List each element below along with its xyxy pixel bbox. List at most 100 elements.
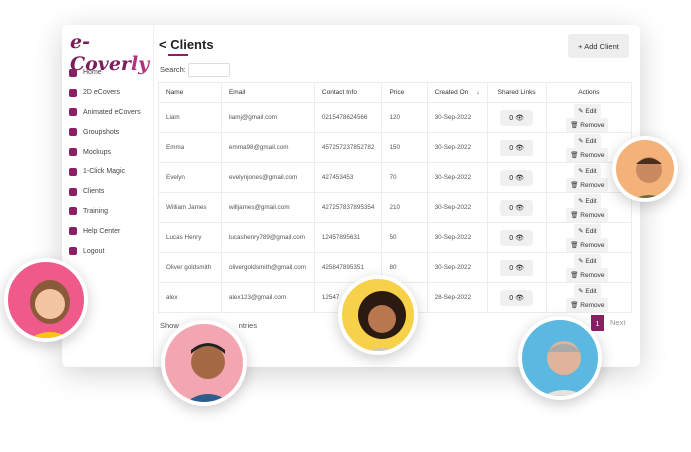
table-row: Emma emma98@gmail.com 457257237852782 150 30…: [158, 132, 633, 163]
remove-button[interactable]: 🗑 Remove: [566, 207, 609, 222]
edit-button[interactable]: ✎ Edit: [574, 193, 601, 208]
table-row: Lucas Henry lucashenry789@gmail.com 124578…: [158, 222, 633, 253]
cell: William James: [158, 192, 222, 223]
cell: 0215478624566: [313, 102, 383, 133]
shared-links-button[interactable]: 0 👁: [500, 289, 533, 306]
eye-icon: 👁: [515, 114, 524, 122]
logo: e-Coverly: [70, 31, 150, 75]
eye-icon: 👁: [515, 204, 524, 212]
remove-button[interactable]: 🗑 Remove: [566, 177, 609, 192]
nav-icon: [69, 88, 77, 97]
eye-icon: 👁: [515, 294, 524, 302]
cell: Liam: [158, 102, 222, 133]
search: Search:: [160, 63, 230, 77]
shared-links-button[interactable]: 0 👁: [500, 199, 533, 216]
column-header: Actions: [545, 82, 633, 103]
cell: evelynjones@gmail.com: [220, 162, 315, 193]
cell: 457257237852782: [313, 132, 383, 163]
shared-links-button[interactable]: 0 👁: [500, 109, 533, 126]
cell: Evelyn: [158, 162, 222, 193]
edit-button[interactable]: ✎ Edit: [574, 103, 601, 118]
nav-icon: [69, 148, 77, 157]
remove-button[interactable]: 🗑 Remove: [566, 297, 609, 312]
nav-icon: [69, 68, 77, 77]
nav-icon: [69, 187, 77, 196]
avatar: [161, 320, 247, 406]
column-header: Email: [220, 82, 315, 103]
column-header: Name: [158, 82, 222, 103]
column-header: Price: [381, 82, 428, 103]
avatar: [4, 258, 88, 342]
sidebar-item-animated-ecovers[interactable]: Animated eCovers: [69, 103, 141, 123]
eye-icon: 👁: [515, 234, 524, 242]
nav-icon: [69, 128, 77, 137]
edit-button[interactable]: ✎ Edit: [574, 133, 601, 148]
cell: liamj@gmail.com: [220, 102, 315, 133]
sidebar-item-mockups[interactable]: Mockups: [69, 142, 141, 162]
remove-button[interactable]: 🗑 Remove: [566, 267, 609, 282]
sidebar-item-home[interactable]: Home: [69, 63, 141, 83]
cell: 30-Sep-2022: [426, 222, 488, 253]
cell: 12457895631: [313, 222, 383, 253]
cell: lucashenry789@gmail.com: [220, 222, 315, 253]
edit-button[interactable]: ✎ Edit: [574, 253, 601, 268]
search-input[interactable]: [187, 63, 230, 77]
app-window: e-Coverly Home 2D eCovers Animated eCovers…: [62, 25, 640, 367]
cell: alex123@gmail.com: [220, 282, 315, 313]
cell: 28-Sep-2022: [426, 282, 488, 313]
next-button[interactable]: Next: [610, 318, 626, 327]
sidebar-item-groupshots[interactable]: Groupshots: [69, 122, 141, 142]
avatar: [338, 275, 418, 355]
sidebar-item-2d-ecovers[interactable]: 2D eCovers: [69, 83, 141, 103]
pagination: 1 Next: [591, 315, 631, 331]
sidebar-item-logout[interactable]: Logout: [69, 241, 141, 261]
cell: Lucas Henry: [158, 222, 222, 253]
clients-table: Name Email Contact Info Price Created On ↓ Sh…: [158, 82, 633, 313]
shared-links-button[interactable]: 0 👁: [500, 229, 533, 246]
shared-links-button[interactable]: 0 👁: [500, 169, 533, 186]
column-header[interactable]: Created On ↓: [426, 82, 488, 103]
cell: 30-Sep-2022: [426, 132, 488, 163]
shared-links-button[interactable]: 0 👁: [500, 259, 533, 276]
cell: 30-Sep-2022: [426, 252, 488, 283]
cell: alex: [158, 282, 222, 313]
remove-button[interactable]: 🗑 Remove: [566, 117, 609, 132]
page-1-button[interactable]: 1: [591, 315, 604, 331]
sidebar-item-help-center[interactable]: Help Center: [69, 221, 141, 241]
back-icon[interactable]: <: [159, 37, 167, 52]
remove-button[interactable]: 🗑 Remove: [566, 237, 609, 252]
eye-icon: 👁: [515, 174, 524, 182]
sidebar-item-clients[interactable]: Clients: [69, 182, 141, 202]
edit-button[interactable]: ✎ Edit: [574, 163, 601, 178]
cell: 70: [381, 162, 428, 193]
cell: 50: [381, 222, 428, 253]
nav-icon: [69, 167, 77, 176]
column-header: Contact Info: [313, 82, 383, 103]
nav-icon: [69, 247, 77, 256]
sidebar-item-1-click-magic[interactable]: 1-Click Magic: [69, 162, 141, 182]
cell: 30-Sep-2022: [426, 102, 488, 133]
add-client-button[interactable]: + Add Client: [568, 34, 629, 58]
cell: Emma: [158, 132, 222, 163]
remove-button[interactable]: 🗑 Remove: [566, 147, 609, 162]
column-header: Shared Links: [486, 82, 547, 103]
cell: 150: [381, 132, 428, 163]
cell: 427257837895354: [313, 192, 383, 223]
table-row: Liam liamj@gmail.com 0215478624566 120 30-Se…: [158, 102, 633, 133]
table-row: Evelyn evelynjones@gmail.com 427453453 70 30…: [158, 162, 633, 193]
eye-icon: 👁: [515, 264, 524, 272]
cell: emma98@gmail.com: [220, 132, 315, 163]
table-row: alex alex123@gmail.com 12547 28-Sep-2022 0 👁…: [158, 282, 633, 313]
shared-links-button[interactable]: 0 👁: [500, 139, 533, 156]
nav-icon: [69, 108, 77, 117]
avatar: [612, 136, 678, 202]
cell: willjames@gmail.com: [220, 192, 315, 223]
sidebar-item-training[interactable]: Training: [69, 202, 141, 222]
cell: 427453453: [313, 162, 383, 193]
eye-icon: 👁: [515, 144, 524, 152]
cell: 30-Sep-2022: [426, 162, 488, 193]
edit-button[interactable]: ✎ Edit: [574, 283, 601, 298]
cell: Oliver goldsmith: [158, 252, 222, 283]
edit-button[interactable]: ✎ Edit: [574, 223, 601, 238]
entries-footer: Show ntries: [160, 321, 258, 330]
